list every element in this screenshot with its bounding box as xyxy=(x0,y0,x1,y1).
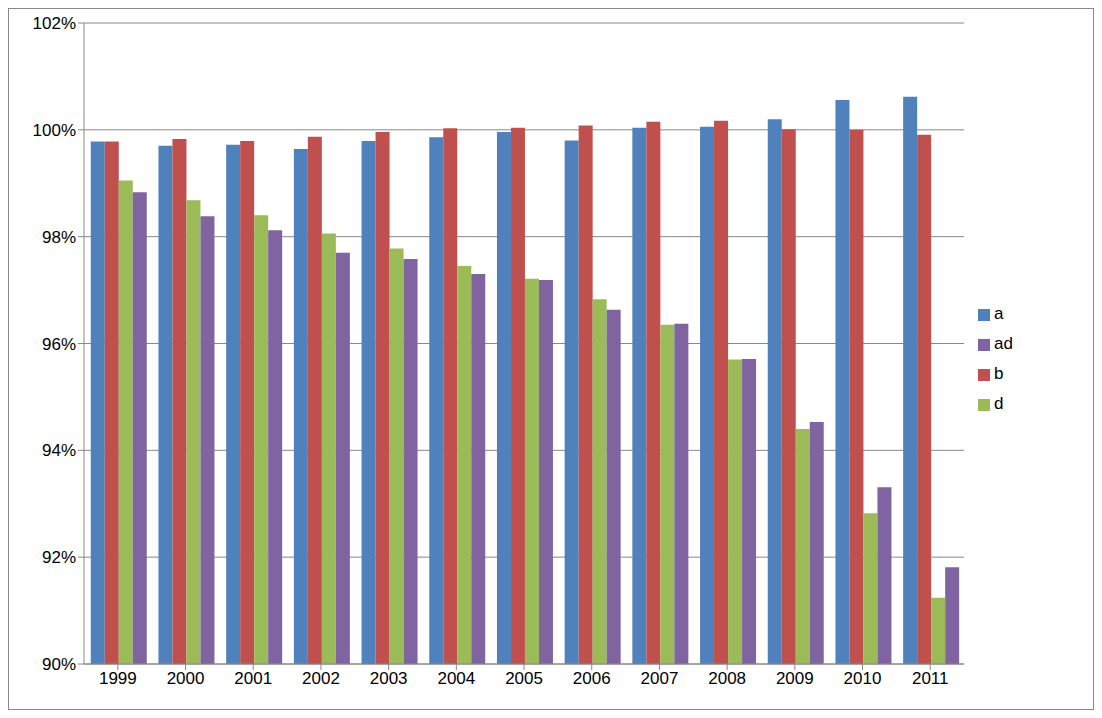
svg-text:2008: 2008 xyxy=(708,669,746,688)
html-text:a: a xyxy=(994,304,1004,323)
svg-text:96%: 96% xyxy=(42,335,76,354)
svg-text:2001: 2001 xyxy=(234,669,272,688)
svg-text:2005: 2005 xyxy=(505,669,543,688)
svg-text:2011: 2011 xyxy=(912,669,949,688)
html-text:ad: ad xyxy=(994,334,1013,353)
html-text:b: b xyxy=(994,364,1004,383)
svg-text:98%: 98% xyxy=(42,228,76,247)
svg-text:102%: 102% xyxy=(33,14,76,33)
svg-text:2002: 2002 xyxy=(302,669,340,688)
svg-text:2004: 2004 xyxy=(437,669,475,688)
svg-text:2000: 2000 xyxy=(167,669,205,688)
svg-text:2007: 2007 xyxy=(641,669,679,688)
svg-text:90%: 90% xyxy=(42,655,76,674)
svg-text:100%: 100% xyxy=(33,121,76,140)
svg-text:1999: 1999 xyxy=(99,669,137,688)
svg-text:94%: 94% xyxy=(42,441,76,460)
html-text:d: d xyxy=(994,394,1004,413)
svg-text:2010: 2010 xyxy=(844,669,882,688)
svg-text:2003: 2003 xyxy=(370,669,408,688)
svg-text:2009: 2009 xyxy=(776,669,814,688)
svg-text:92%: 92% xyxy=(42,548,76,567)
svg-text:2006: 2006 xyxy=(573,669,611,688)
